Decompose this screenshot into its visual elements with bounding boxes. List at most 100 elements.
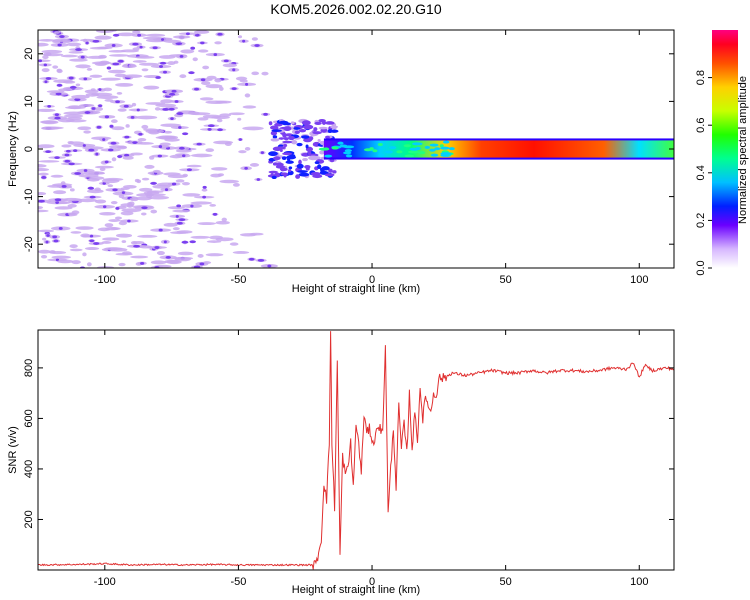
- noise-blob: [63, 80, 76, 84]
- noise-blob-core: [64, 153, 70, 157]
- noise-blob-core: [161, 38, 165, 41]
- noise-blob: [177, 251, 194, 256]
- noise-blob: [109, 54, 130, 57]
- snr-y-tick-label: 200: [23, 510, 35, 528]
- noise-blob: [68, 50, 84, 54]
- colorbar: 0.0 0.2 0.4 0.6 0.8 Normalized spectral ampl…: [695, 30, 749, 276]
- noise-blob: [60, 54, 79, 58]
- snr-x-tick-label: -50: [230, 576, 246, 588]
- noise-blob: [99, 167, 106, 172]
- noise-blob-core: [256, 178, 261, 181]
- noise-blob: [61, 144, 72, 148]
- noise-blob-core: [263, 112, 268, 116]
- noise-blob: [190, 201, 212, 205]
- noise-blob: [118, 262, 126, 267]
- noise-blob: [75, 226, 94, 230]
- noise-blob: [42, 237, 47, 241]
- noise-blob-core: [186, 168, 192, 172]
- noise-blob-core: [182, 154, 186, 158]
- noise-blob: [138, 62, 159, 66]
- noise-blob: [172, 209, 191, 213]
- snr-y-axis-label: SNR (v/v): [7, 426, 19, 474]
- spectrogram-y-tick-label: 0: [23, 146, 35, 152]
- noise-blob-core: [123, 153, 130, 157]
- noise-blob: [38, 206, 44, 210]
- signal-speckle: [429, 148, 436, 152]
- noise-blob: [197, 254, 204, 258]
- noise-blob: [41, 68, 50, 73]
- noise-blob-core: [168, 92, 176, 96]
- noise-blob-core: [102, 138, 106, 141]
- noise-blob-core: [175, 42, 183, 46]
- noise-blob-core: [98, 104, 103, 108]
- noise-blob: [205, 84, 223, 89]
- noise-blob: [166, 259, 182, 265]
- noise-blob-core: [194, 33, 200, 37]
- noise-blob-core: [178, 146, 185, 150]
- noise-blob: [57, 259, 74, 264]
- noise-blob: [130, 152, 143, 156]
- signal-speckle: [378, 153, 385, 157]
- noise-blob-core: [57, 43, 62, 47]
- snr-y-tick-label: 600: [23, 409, 35, 427]
- transition-blob: [314, 121, 322, 125]
- noise-blob: [91, 61, 112, 65]
- noise-blob: [66, 42, 82, 47]
- noise-blob: [149, 155, 155, 160]
- noise-blob-core: [74, 172, 82, 175]
- signal-speckle: [440, 152, 452, 156]
- noise-blob-core: [54, 156, 60, 160]
- noise-blob: [137, 138, 147, 142]
- noise-blob-core: [92, 39, 100, 43]
- noise-blob-core: [121, 191, 126, 195]
- transition-blob: [324, 173, 335, 177]
- noise-blob: [103, 87, 113, 92]
- noise-blob: [122, 156, 134, 160]
- noise-blob: [65, 119, 87, 123]
- noise-blob-core: [212, 212, 218, 216]
- noise-blob: [206, 240, 222, 243]
- signal-speckle: [339, 144, 348, 148]
- transition-blob: [268, 151, 278, 157]
- noise-blob: [150, 209, 158, 214]
- noise-blob: [176, 230, 193, 234]
- noise-blob-core: [171, 89, 177, 93]
- snr-x-tick-label: 50: [500, 576, 512, 588]
- noise-blob: [105, 226, 119, 231]
- noise-blob-core: [85, 41, 89, 45]
- noise-blob: [143, 128, 159, 132]
- transition-blob: [279, 167, 288, 172]
- noise-blob: [111, 126, 125, 131]
- transition-blob: [317, 138, 321, 143]
- noise-blob: [38, 160, 60, 163]
- noise-blob: [69, 244, 78, 249]
- noise-blob: [118, 221, 127, 226]
- noise-blob: [228, 112, 245, 116]
- signal-speckle: [440, 146, 450, 150]
- noise-blob: [132, 60, 147, 63]
- noise-blob: [187, 111, 200, 115]
- transition-blob: [328, 168, 333, 173]
- transition-blob: [325, 135, 330, 139]
- noise-blob-core: [44, 80, 48, 84]
- transition-blob: [310, 172, 321, 176]
- transition-blob: [332, 170, 337, 174]
- spectrogram-x-tick-label: -50: [230, 274, 246, 286]
- signal-speckle: [363, 148, 372, 152]
- noise-blob-core: [159, 61, 167, 65]
- noise-blob: [251, 37, 258, 41]
- noise-blob-core: [267, 264, 272, 268]
- spectrogram-y-tick-label: -20: [23, 236, 35, 252]
- noise-blob-core: [102, 205, 107, 209]
- transition-blob: [302, 124, 314, 130]
- noise-blob: [80, 233, 91, 238]
- noise-blob: [67, 203, 77, 208]
- noise-blob: [219, 179, 239, 184]
- noise-blob: [107, 184, 114, 188]
- noise-blob-core: [133, 244, 140, 248]
- signal-speckle: [434, 147, 441, 151]
- spectrogram-x-tick-label: 50: [500, 274, 512, 286]
- noise-blob: [81, 104, 95, 107]
- noise-blob: [38, 39, 56, 42]
